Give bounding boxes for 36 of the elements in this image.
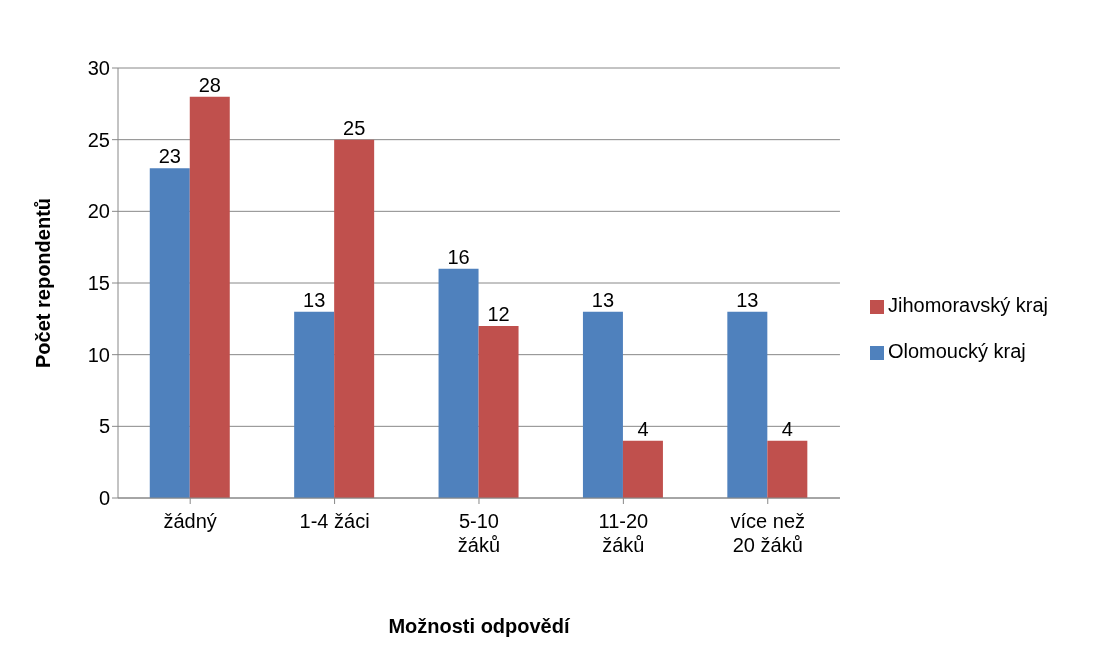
legend-label: Olomoucký kraj [887, 340, 1026, 362]
data-label: 4 [781, 417, 793, 440]
y-axis-title: Počet repondentů [32, 197, 55, 369]
data-label: 13 [303, 288, 326, 311]
bar [582, 311, 623, 498]
bar [149, 168, 190, 498]
x-tick-label: 11-20 žáků [598, 510, 649, 556]
x-tick-label: 5-10 žáků [457, 510, 501, 556]
bar [622, 440, 663, 498]
y-tick-label: 10 [87, 343, 110, 366]
data-label: 23 [158, 145, 181, 168]
data-label: 16 [447, 245, 470, 268]
x-axis-title: Možnosti odpovědí [388, 615, 571, 637]
legend-label: Jihomoravský kraj [887, 294, 1048, 316]
data-label: 13 [736, 288, 759, 311]
data-label: 12 [487, 303, 510, 325]
bar [189, 96, 230, 498]
x-tick-label: více než 20 žáků [730, 510, 805, 556]
bar [727, 311, 768, 498]
y-tick-label: 5 [98, 415, 110, 438]
data-label: 4 [637, 417, 649, 440]
y-tick-label: 20 [87, 200, 110, 223]
y-tick-label: 15 [87, 272, 110, 295]
y-tick-label: 30 [87, 57, 110, 80]
bar [294, 311, 335, 498]
bar [478, 326, 519, 498]
data-label: 25 [343, 116, 366, 139]
x-tick-label: žádný [163, 510, 217, 532]
bar [334, 139, 375, 498]
y-tick-label: 0 [98, 487, 110, 510]
data-label: 28 [198, 73, 221, 96]
bar [767, 440, 808, 498]
x-tick-label: 1-4 žáci [299, 510, 370, 532]
bar [438, 268, 479, 498]
y-tick-label: 25 [87, 128, 110, 151]
data-label: 13 [591, 288, 615, 311]
